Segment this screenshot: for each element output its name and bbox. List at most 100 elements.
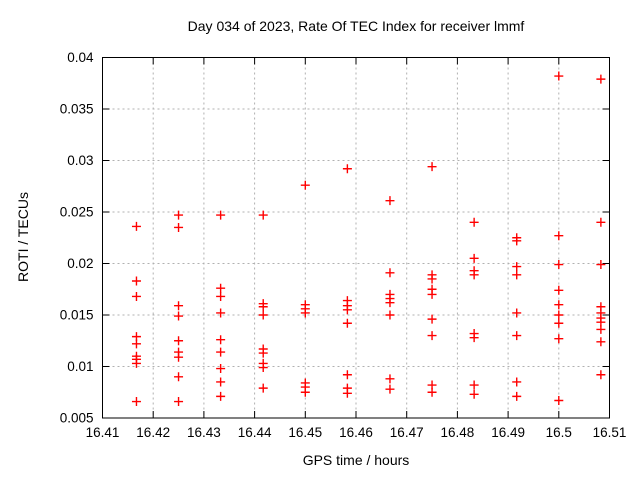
data-point-marker [427, 314, 437, 324]
chart-title: Day 034 of 2023, Rate Of TEC Index for r… [187, 18, 525, 34]
data-point-marker [596, 217, 606, 227]
data-point-marker [512, 262, 522, 272]
data-point-marker [131, 221, 141, 231]
x-axis-label: GPS time / hours [302, 452, 410, 468]
data-point-marker [174, 336, 184, 346]
data-point-marker [469, 333, 479, 343]
data-point-marker [216, 377, 226, 387]
x-tick-label: 16.49 [491, 425, 525, 440]
data-point-marker [469, 380, 479, 390]
data-point-marker [596, 74, 606, 84]
data-point-marker [174, 222, 184, 232]
data-point-marker [469, 270, 479, 280]
data-point-marker [174, 311, 184, 321]
y-tick-label: 0.02 [67, 256, 93, 271]
y-tick-label: 0.04 [67, 50, 94, 65]
y-tick-label: 0.01 [67, 359, 93, 374]
data-point-marker [596, 337, 606, 347]
x-tick-label: 16.43 [187, 425, 221, 440]
data-point-marker [469, 389, 479, 399]
data-point-marker [174, 352, 184, 362]
data-point-marker [469, 253, 479, 263]
data-point-marker [258, 383, 268, 393]
data-point-marker [174, 210, 184, 220]
data-point-marker [342, 305, 352, 315]
x-tick-label: 16.45 [288, 425, 322, 440]
data-point-marker [385, 384, 395, 394]
data-point-marker [512, 331, 522, 341]
data-point-marker [216, 347, 226, 357]
data-point-marker [131, 291, 141, 301]
data-point-marker [131, 339, 141, 349]
y-tick-label: 0.015 [60, 308, 94, 323]
y-tick-label: 0.03 [67, 153, 93, 168]
data-point-marker [427, 331, 437, 341]
x-tick-label: 16.41 [86, 425, 120, 440]
data-point-marker [300, 387, 310, 397]
data-point-marker [174, 301, 184, 311]
data-point-marker [427, 274, 437, 284]
data-point-marker [385, 268, 395, 278]
data-point-marker [258, 348, 268, 358]
x-tick-label: 16.47 [390, 425, 424, 440]
data-point-marker [385, 310, 395, 320]
data-point-marker [131, 397, 141, 407]
data-point-marker [554, 334, 564, 344]
data-point-marker [596, 260, 606, 270]
data-point-marker [427, 162, 437, 172]
y-tick-label: 0.005 [60, 411, 94, 426]
data-point-marker [554, 395, 564, 405]
data-point-marker [258, 363, 268, 373]
data-point-marker [554, 71, 564, 81]
y-tick-label: 0.025 [60, 205, 94, 220]
data-point-marker [258, 210, 268, 220]
data-point-marker [512, 377, 522, 387]
data-point-marker [554, 310, 564, 320]
x-tick-label: 16.46 [339, 425, 373, 440]
data-point-marker [258, 310, 268, 320]
data-point-marker [258, 302, 268, 312]
data-point-marker [174, 372, 184, 382]
data-point-marker [300, 308, 310, 318]
x-tick-label: 16.44 [238, 425, 272, 440]
data-point-marker [342, 370, 352, 380]
data-point-marker [512, 236, 522, 246]
y-tick-label: 0.035 [60, 102, 94, 117]
data-point-marker [512, 391, 522, 401]
data-point-marker [554, 260, 564, 270]
data-point-marker [342, 318, 352, 328]
x-tick-label: 16.51 [593, 425, 627, 440]
data-point-marker [385, 196, 395, 206]
data-point-marker [216, 283, 226, 293]
x-tick-label: 16.48 [441, 425, 475, 440]
data-point-marker [216, 391, 226, 401]
data-point-marker [131, 276, 141, 286]
data-point-marker [300, 180, 310, 190]
data-point-marker [427, 289, 437, 299]
data-point-marker [131, 358, 141, 368]
data-point-marker [342, 388, 352, 398]
data-point-marker [554, 300, 564, 310]
data-point-marker [469, 217, 479, 227]
data-point-marker [554, 231, 564, 241]
x-tick-label: 16.42 [136, 425, 170, 440]
x-tick-label: 16.5 [546, 425, 572, 440]
data-point-marker [554, 285, 564, 295]
data-point-marker [216, 210, 226, 220]
data-point-marker [216, 364, 226, 374]
data-point-marker [174, 397, 184, 407]
data-point-marker [596, 324, 606, 334]
data-point-marker [216, 335, 226, 345]
data-point-marker [216, 308, 226, 318]
data-point-marker [216, 291, 226, 301]
data-point-marker [512, 270, 522, 280]
data-point-marker [385, 374, 395, 384]
data-point-marker [554, 318, 564, 328]
data-point-marker [342, 164, 352, 174]
data-point-marker [427, 387, 437, 397]
data-point-marker [385, 298, 395, 308]
data-point-marker [596, 370, 606, 380]
data-point-marker [512, 308, 522, 318]
